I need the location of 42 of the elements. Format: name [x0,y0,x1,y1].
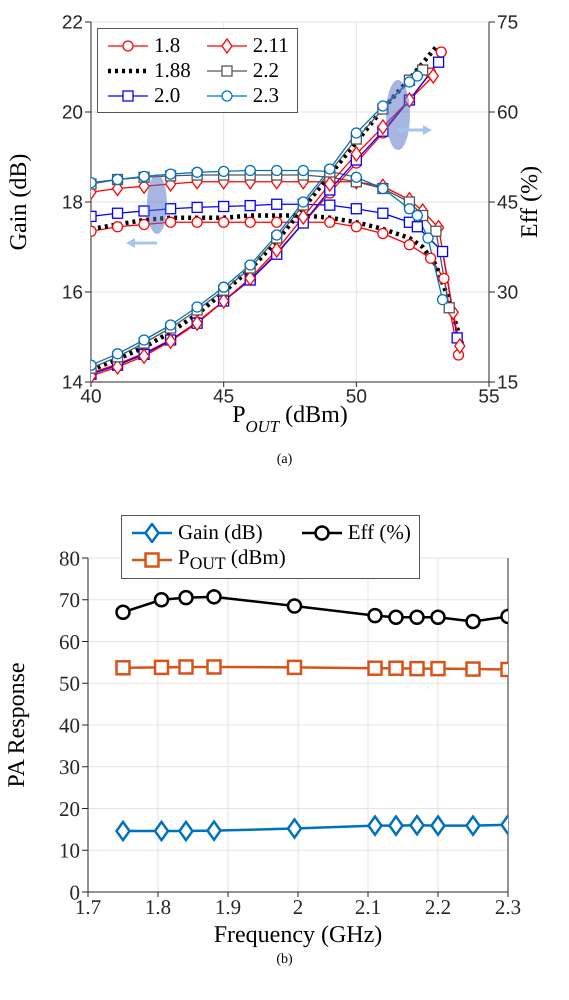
legend-label: 1.8 [154,33,180,57]
x-tick-label: 50 [346,386,367,408]
y-tick-label: 50 [59,672,80,696]
legend-label: 2.3 [252,83,279,107]
text: (b) [275,952,294,968]
y-tick-label: 20 [59,796,80,821]
legend-label: 2.2 [252,58,279,82]
x-tick-label: 55 [478,386,500,408]
y-tick-label: 30 [59,755,80,780]
y2-axis-title: Eff (%) [517,166,543,238]
y-tick-label: 16 [62,282,83,304]
y2-tick-label: 30 [497,282,518,304]
y-tick-label: 18 [62,192,83,214]
legend-label: Eff (%) [348,520,411,544]
x-tick-label: 45 [213,386,234,408]
x-axis-title: P$_{OUT}$ (dBm) [232,402,348,436]
y-tick-label: 70 [59,588,80,612]
x-tick-label: 2.1 [354,894,382,919]
y-axis-title: Gain (dB) [6,154,32,250]
legend-label: 2.0 [154,83,180,107]
legend-label: 2.11 [252,33,289,57]
y-tick-label: 80 [59,546,80,570]
legend-label: P$_{OUT}$ (dBm) [178,545,286,574]
y-tick-label: 60 [59,630,80,654]
x-tick-label: 1.9 [214,894,242,919]
y2-tick-label: 15 [497,372,518,394]
text: (a) [276,452,294,468]
y-tick-label: 40 [59,713,80,738]
legend-label: Gain (dB) [178,520,263,544]
y-tick-label: 10 [59,838,80,863]
y2-tick-label: 60 [497,102,518,124]
y2-tick-label: 75 [497,12,518,34]
x-tick-label: 2.3 [494,894,522,919]
x-tick-label: 2.2 [424,894,452,919]
y2-tick-label: 45 [497,192,518,214]
x-axis-title: Frequency (GHz) [214,922,382,948]
x-tick-label: 2 [292,894,304,919]
y-tick-label: 20 [62,102,83,124]
x-tick-label: 1.8 [144,894,172,919]
legend-label: 1.88 [154,58,191,82]
y-tick-label: 22 [62,12,83,34]
y-axis-title: PA Response [4,662,30,788]
